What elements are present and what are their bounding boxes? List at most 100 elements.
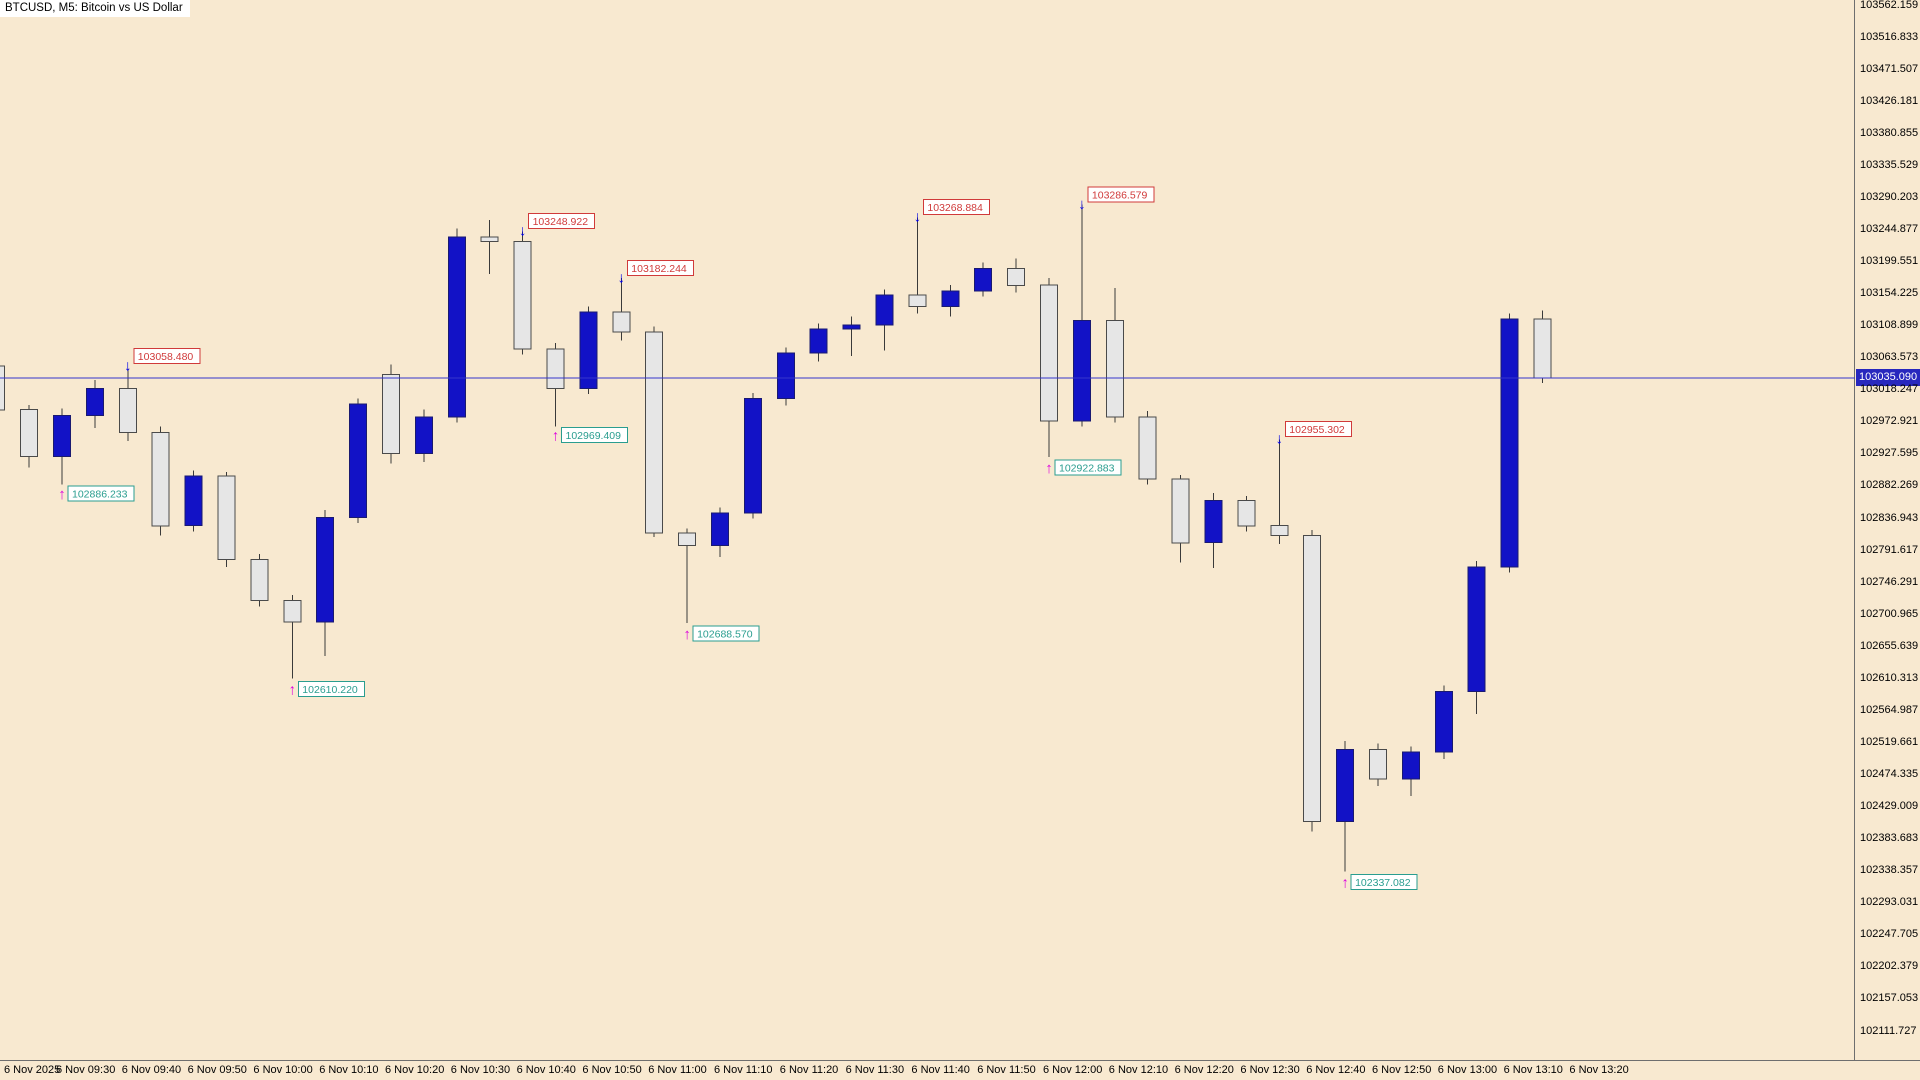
candle-body-up <box>1401 751 1420 780</box>
sell-signal[interactable]: ↓ 103058.480 <box>124 347 201 374</box>
buy-signal[interactable]: ↑ 102922.883 <box>1045 459 1122 477</box>
time-tick-label: 6 Nov 11:50 <box>977 1064 1036 1076</box>
time-tick-label: 6 Nov 13:00 <box>1437 1064 1498 1076</box>
buy-price-label-box <box>297 680 365 697</box>
price-tick-label: 103199.551 <box>1860 255 1919 267</box>
price-tick-label: 103244.877 <box>1860 222 1919 235</box>
chart-plot-area[interactable]: ↓ 103058.480 ↓ 103248.922 ↓ 103182.244 ↓ 103268… <box>0 0 1855 1060</box>
candle-body-down <box>546 348 565 389</box>
buy-signal[interactable]: ↑ 102969.409 <box>552 426 628 444</box>
sell-arrow-icon: ↓ <box>618 270 626 287</box>
time-tick-label: 6 Nov 11:40 <box>911 1064 970 1076</box>
buy-signal-price: 102688.570 <box>697 629 753 641</box>
candle-body-down <box>20 409 39 457</box>
candle-11:00 <box>645 326 664 538</box>
candle-body-down <box>513 240 532 350</box>
price-tick-label: 102338.357 <box>1860 864 1919 877</box>
sell-arrow-icon: ↓ <box>1276 430 1284 447</box>
buy-signal-price: 102337.082 <box>1355 877 1411 889</box>
candle-09:45 <box>151 426 170 536</box>
candle-11:05 <box>678 528 697 623</box>
candle-11:30 <box>842 316 861 356</box>
price-tick-label: 102293.031 <box>1860 896 1919 909</box>
sell-arrow-icon: ↓ <box>124 357 132 374</box>
candle-body-down <box>1270 525 1289 537</box>
sell-arrow-icon: ↓ <box>519 223 527 240</box>
candle-body-down <box>1303 535 1322 822</box>
candle-10:45 <box>546 343 565 427</box>
price-tick-label: 103154.225 <box>1860 287 1919 300</box>
candle-body-up <box>447 236 466 418</box>
candle-body-down <box>118 388 137 433</box>
sell-price-label-box <box>1284 420 1352 437</box>
candle-12:35 <box>1270 439 1289 545</box>
price-tick-label: 102882.269 <box>1860 479 1919 492</box>
time-tick-label: 6 Nov 13:20 <box>1569 1064 1629 1076</box>
candle-12:50 <box>1369 743 1387 787</box>
candle-body-down <box>1171 478 1190 544</box>
candle-body-down <box>1138 416 1157 480</box>
sell-signal[interactable]: ↓ 103182.244 <box>618 260 694 287</box>
buy-signal[interactable]: ↑ 102610.220 <box>289 680 365 698</box>
candle-body-down <box>0 365 6 411</box>
sell-signal[interactable]: ↓ 103286.579 <box>1078 186 1155 213</box>
candle-body-down <box>382 373 400 455</box>
price-tick-label: 102429.009 <box>1860 800 1919 813</box>
time-tick-label: 6 Nov 11:20 <box>779 1064 839 1076</box>
sell-signal[interactable]: ↓ 103248.922 <box>519 213 596 240</box>
buy-signal[interactable]: ↑ 102688.570 <box>683 625 760 643</box>
sell-arrow-icon: ↓ <box>914 209 922 226</box>
price-tick-label: 102836.943 <box>1860 511 1919 524</box>
sell-signal-price: 103286.579 <box>1092 189 1148 201</box>
time-tick-label: 6 Nov 13:10 <box>1503 1064 1563 1076</box>
symbol-label: BTCUSD, M5: Bitcoin vs US Dollar <box>0 0 190 17</box>
time-tick-label: 6 Nov 10:10 <box>319 1064 379 1076</box>
candle-body-down <box>480 236 499 242</box>
candle-body-up <box>743 397 762 514</box>
time-tick-label: 6 Nov 12:20 <box>1174 1064 1234 1076</box>
price-tick-label: 103471.507 <box>1860 62 1919 75</box>
candle-12:30 <box>1237 496 1256 532</box>
candle-body-up <box>1204 499 1223 544</box>
buy-signal[interactable]: ↑ 102337.082 <box>1341 874 1418 892</box>
candle-11:45 <box>941 285 960 317</box>
candle-10:00 <box>250 554 269 607</box>
candle-09:20 <box>0 365 6 411</box>
buy-price-label-box <box>1054 459 1122 476</box>
price-tick-label: 103018.247 <box>1860 383 1919 396</box>
candle-body-up <box>1500 318 1519 568</box>
time-tick-label: 6 Nov 11:10 <box>714 1064 773 1076</box>
candle-11:35 <box>875 289 894 351</box>
candle-10:35 <box>480 220 499 274</box>
time-axis[interactable]: 6 Nov 2025 6 Nov 09:30 6 Nov 09:40 6 Nov 09… <box>0 1060 1920 1080</box>
candle-09:40 <box>118 368 137 441</box>
price-axis[interactable]: 103035.090 103562.159 103516.833 103471.50… <box>1856 0 1920 1060</box>
candle-body-down <box>908 294 927 307</box>
candle-10:25 <box>414 409 433 463</box>
candle-11:20 <box>776 347 795 406</box>
sell-signal[interactable]: ↓ 103268.884 <box>914 199 990 226</box>
candle-body-up <box>349 403 368 518</box>
time-tick-label: 6 Nov 11:00 <box>648 1064 707 1076</box>
sell-signal[interactable]: ↓ 102955.302 <box>1276 420 1352 447</box>
buy-arrow-icon: ↑ <box>1045 460 1053 477</box>
time-tick-label: 6 Nov 12:30 <box>1240 1064 1300 1076</box>
candle-09:35 <box>85 380 104 429</box>
candle-body-up <box>941 290 960 307</box>
candle-13:10 <box>1500 313 1519 573</box>
candle-10:20 <box>382 364 400 464</box>
buy-signal[interactable]: ↑ 102886.233 <box>58 485 135 503</box>
candle-body-down <box>151 431 170 527</box>
candle-body-up <box>776 352 795 399</box>
candle-10:55 <box>612 278 631 341</box>
candle-body-down <box>1007 267 1026 286</box>
time-tick-label: 6 Nov 12:00 <box>1043 1064 1103 1076</box>
candle-body-up <box>184 475 203 527</box>
candle-11:40 <box>908 217 927 314</box>
price-tick-label: 102519.661 <box>1860 735 1919 748</box>
time-tick-label: 6 Nov 10:40 <box>516 1064 576 1076</box>
candle-body-down <box>678 532 697 546</box>
candle-09:50 <box>184 470 203 532</box>
candle-11:25 <box>809 323 828 362</box>
